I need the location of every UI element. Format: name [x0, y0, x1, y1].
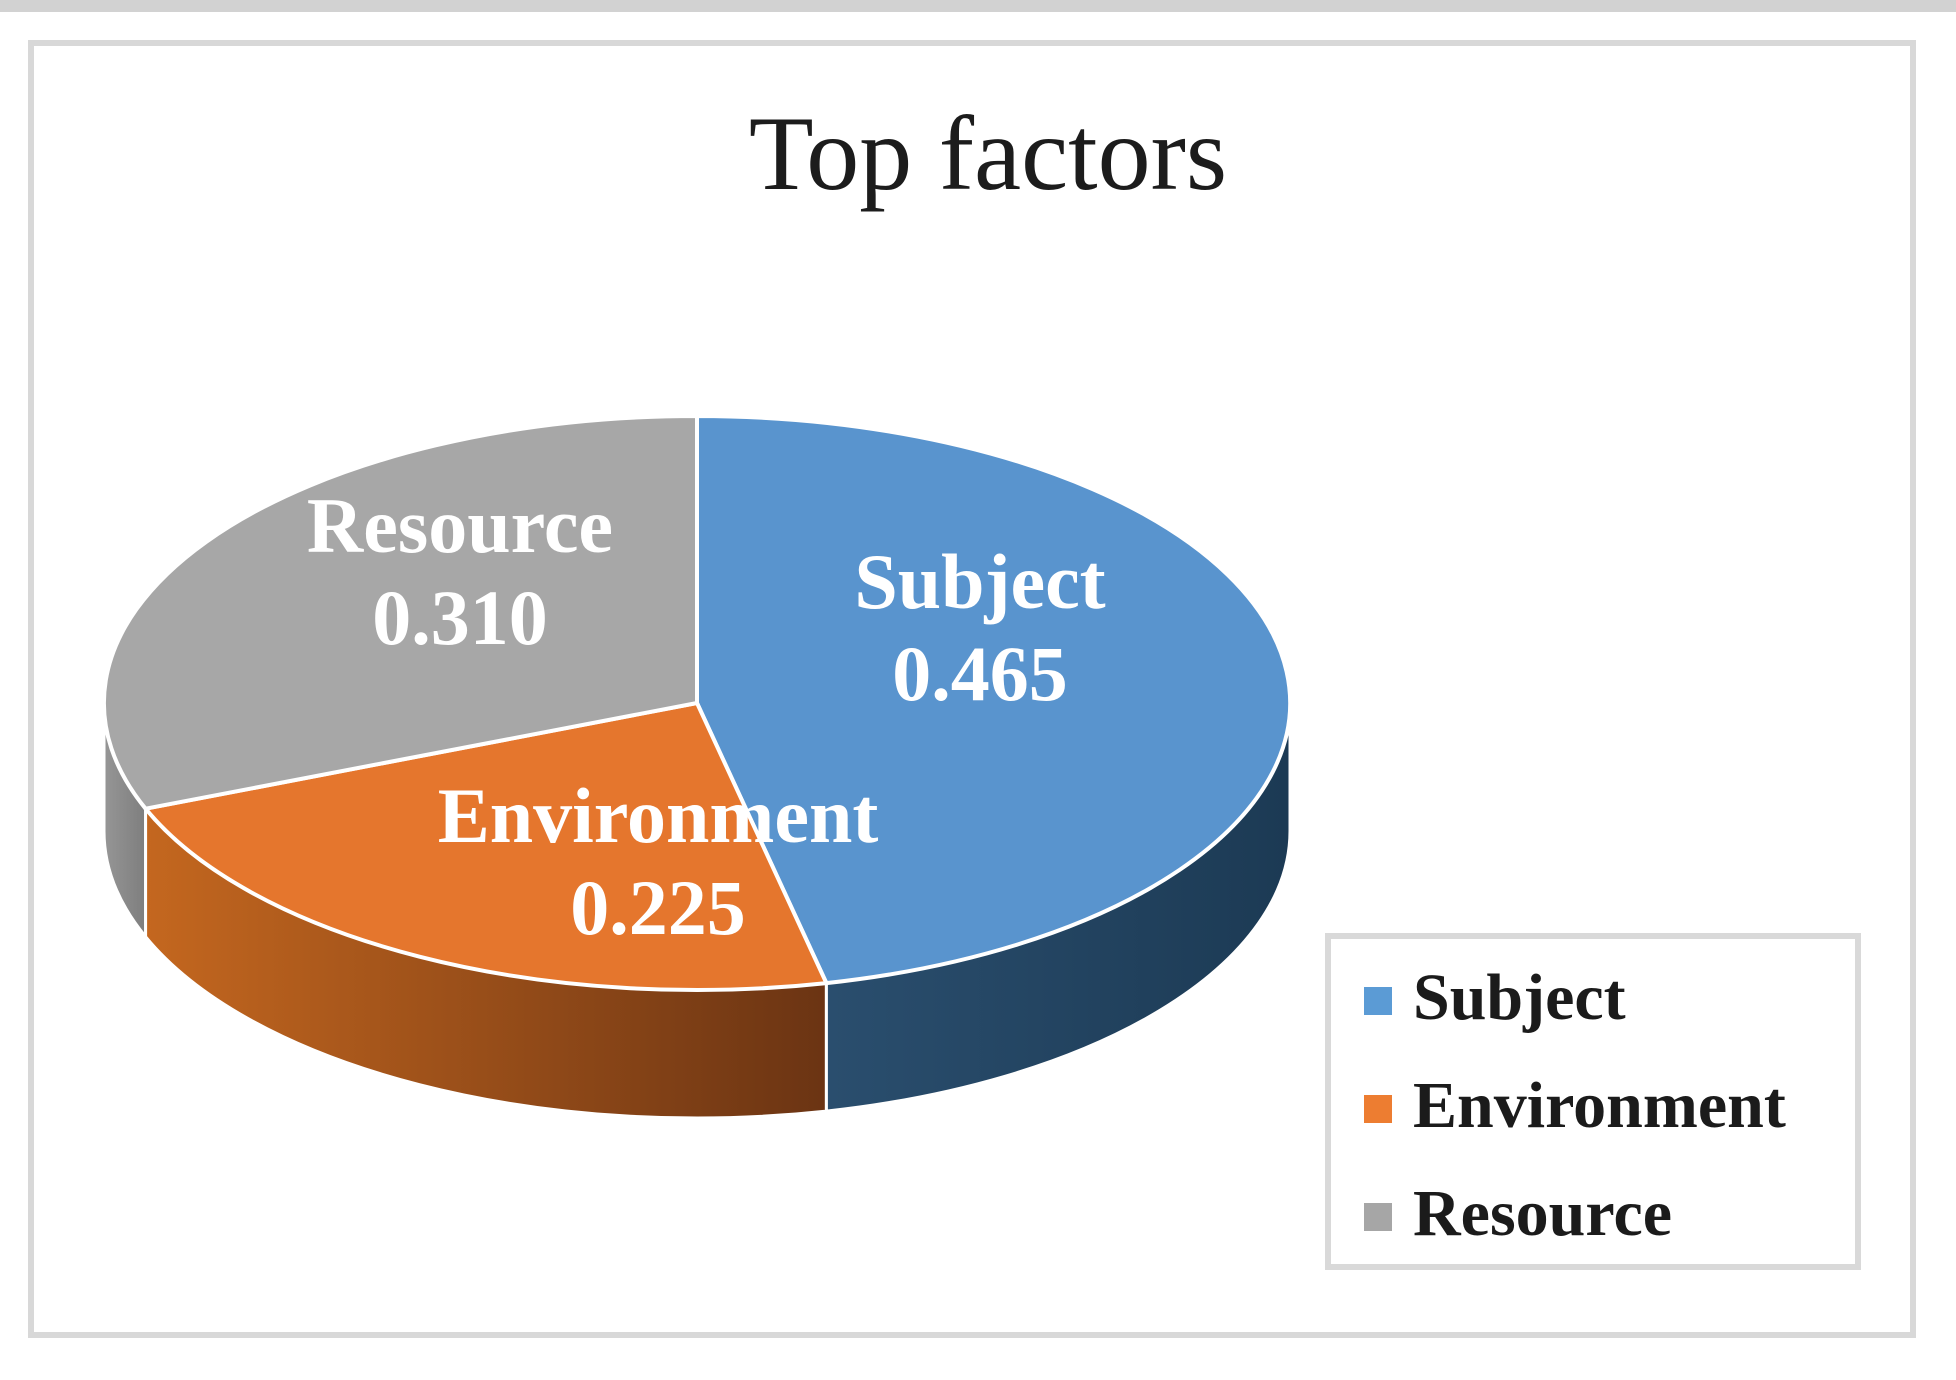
legend-label-subject: Subject	[1413, 961, 1626, 1034]
chart-legend: Subject Environment Resource	[1325, 933, 1861, 1270]
pie-slice-label-environment: Environment	[438, 772, 879, 859]
pie-slice-resource	[101, 414, 699, 811]
pie-slice-value-subject: 0.465	[892, 630, 1068, 717]
legend-label-environment: Environment	[1413, 1069, 1786, 1142]
legend-item-resource: Resource	[1364, 1181, 1855, 1249]
pie-slice-value-resource: 0.310	[372, 574, 548, 661]
legend-item-subject: Subject	[1364, 965, 1855, 1033]
legend-swatch-environment	[1364, 1095, 1392, 1123]
legend-swatch-resource	[1364, 1203, 1392, 1231]
pie-slice-label-subject: Subject	[854, 538, 1105, 625]
pie-slice-environment	[143, 701, 829, 992]
legend-label-resource: Resource	[1413, 1177, 1673, 1250]
pie-slice-label-resource: Resource	[307, 482, 613, 569]
legend-item-environment: Environment	[1364, 1073, 1855, 1141]
pie-slice-value-environment: 0.225	[570, 864, 746, 951]
top-edge-strip	[0, 0, 1956, 12]
legend-swatch-subject	[1364, 987, 1392, 1015]
pie-slice-subject	[695, 414, 1293, 986]
chart-title: Top factors	[748, 95, 1228, 212]
